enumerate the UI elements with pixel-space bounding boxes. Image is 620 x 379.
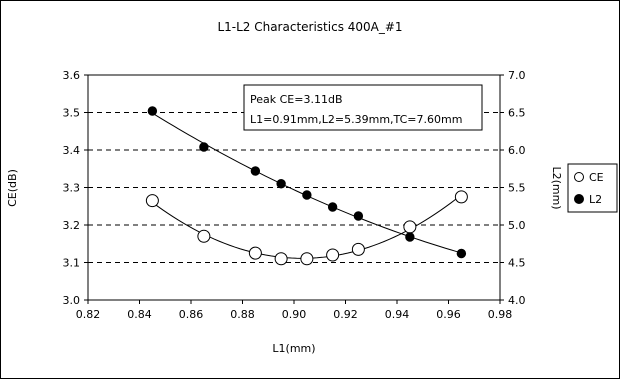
peak-annotation: Peak CE=3.11dB L1=0.91mm,L2=5.39mm,TC=7.… bbox=[243, 84, 483, 131]
x-tick-label: 0.84 bbox=[127, 308, 152, 321]
right-y-tick-label: 4.0 bbox=[508, 294, 526, 307]
x-tick-label: 0.88 bbox=[230, 308, 255, 321]
data-point-l2 bbox=[199, 142, 209, 152]
data-point-l2 bbox=[147, 106, 158, 116]
right-y-tick-label: 5.0 bbox=[508, 219, 526, 232]
right-y-tick-label: 5.5 bbox=[508, 182, 526, 195]
x-tick-label: 0.92 bbox=[333, 308, 358, 321]
left-y-tick-label: 3.2 bbox=[63, 219, 81, 232]
left-y-tick-label: 3.0 bbox=[63, 294, 81, 307]
x-axis-ticks: 0.82 0.84 0.86 0.88 0.90 0.92 0.94 0.96 0.98 bbox=[76, 300, 513, 321]
right-y-axis-ticks: 4.0 4.5 5.0 5.5 6.0 6.5 7.0 bbox=[500, 69, 526, 307]
annotation-box bbox=[243, 84, 483, 131]
right-y-tick-label: 6.0 bbox=[508, 144, 526, 157]
data-point-ce bbox=[248, 246, 262, 260]
legend-label-ce: CE bbox=[589, 171, 604, 184]
x-tick-label: 0.86 bbox=[179, 308, 204, 321]
data-point-l2 bbox=[276, 179, 286, 189]
data-point-l2 bbox=[353, 211, 364, 221]
right-y-tick-label: 6.5 bbox=[508, 107, 526, 120]
left-y-axis-label: CE(dB) bbox=[6, 169, 19, 207]
data-point-ce bbox=[197, 229, 211, 243]
x-tick-label: 0.94 bbox=[385, 308, 410, 321]
left-y-tick-label: 3.5 bbox=[63, 107, 81, 120]
data-point-ce bbox=[274, 252, 288, 266]
data-point-l2 bbox=[405, 232, 415, 242]
data-point-ce bbox=[326, 248, 340, 262]
data-point-ce bbox=[145, 194, 159, 208]
annotation-line-2: L1=0.91mm,L2=5.39mm,TC=7.60mm bbox=[250, 113, 462, 126]
x-tick-label: 0.98 bbox=[488, 308, 513, 321]
data-point-l2 bbox=[250, 166, 261, 176]
grid-lines bbox=[88, 112, 500, 263]
left-y-tick-label: 3.3 bbox=[63, 182, 81, 195]
left-y-axis-ticks: 3.0 3.1 3.2 3.3 3.4 3.5 3.6 bbox=[63, 69, 88, 307]
legend: CE L2 bbox=[567, 163, 618, 213]
legend-label-l2: L2 bbox=[589, 193, 602, 206]
data-point-l2 bbox=[456, 248, 467, 259]
x-axis-label: L1(mm) bbox=[272, 342, 315, 355]
right-y-tick-label: 7.0 bbox=[508, 69, 526, 82]
data-point-l2 bbox=[302, 190, 312, 200]
x-tick-label: 0.96 bbox=[436, 308, 461, 321]
data-point-ce bbox=[454, 190, 468, 204]
chart-title: L1-L2 Characteristics 400A_#1 bbox=[217, 20, 402, 34]
data-point-ce bbox=[403, 220, 417, 234]
left-y-tick-label: 3.1 bbox=[63, 257, 81, 270]
x-tick-label: 0.82 bbox=[76, 308, 101, 321]
right-y-axis-label: L2(mm) bbox=[550, 166, 563, 209]
legend-marker-ce bbox=[574, 172, 584, 182]
data-point-ce bbox=[351, 242, 365, 256]
left-y-tick-label: 3.6 bbox=[63, 69, 81, 82]
x-tick-label: 0.90 bbox=[282, 308, 307, 321]
legend-marker-l2 bbox=[574, 194, 584, 204]
right-y-tick-label: 4.5 bbox=[508, 257, 526, 270]
legend-box bbox=[567, 163, 618, 213]
data-points bbox=[145, 106, 468, 266]
data-point-l2 bbox=[327, 202, 338, 212]
left-y-tick-label: 3.4 bbox=[63, 144, 81, 157]
data-point-ce bbox=[300, 252, 314, 266]
annotation-line-1: Peak CE=3.11dB bbox=[250, 93, 343, 106]
